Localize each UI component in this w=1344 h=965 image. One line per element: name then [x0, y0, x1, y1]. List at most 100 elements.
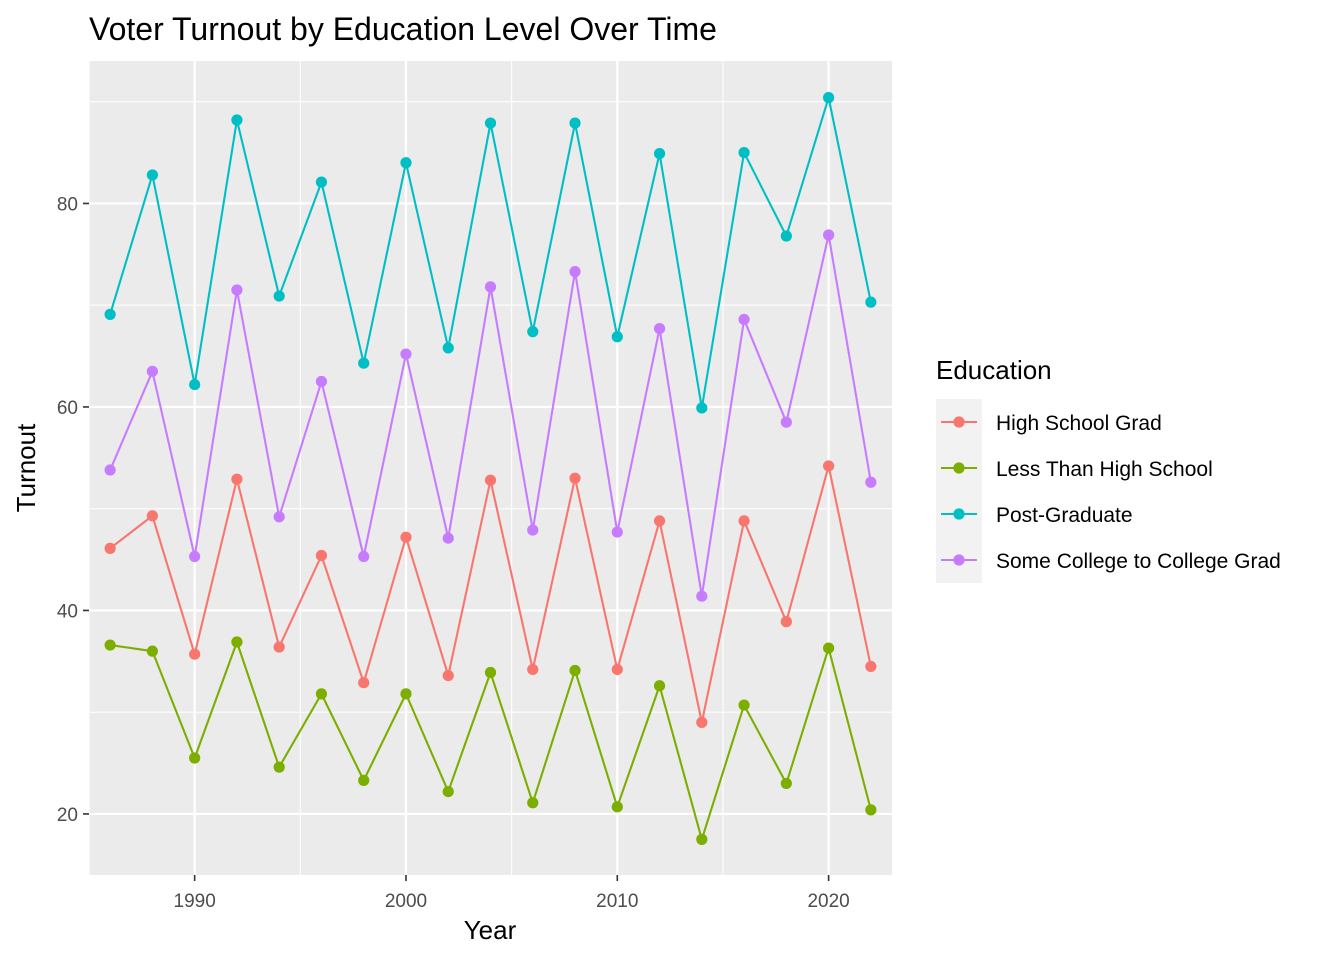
data-point	[653, 147, 666, 160]
data-point	[865, 476, 877, 488]
data-point	[400, 531, 412, 543]
data-point	[823, 460, 835, 472]
data-point	[823, 642, 835, 654]
data-point	[780, 416, 792, 428]
data-point	[442, 669, 454, 682]
data-point	[189, 550, 201, 563]
data-point	[738, 313, 750, 326]
legend-item: Less Than High School	[936, 445, 1213, 491]
data-point	[696, 402, 708, 414]
data-point	[527, 326, 539, 338]
data-point	[146, 169, 158, 181]
y-tick-label: 20	[57, 805, 78, 826]
data-point	[611, 331, 623, 343]
data-point	[146, 645, 158, 657]
data-point	[865, 296, 877, 308]
data-point	[231, 473, 243, 485]
data-point	[653, 680, 666, 692]
data-point	[569, 664, 581, 677]
x-axis-title: Year	[464, 915, 517, 945]
plot-panel	[89, 61, 892, 875]
data-point	[146, 365, 158, 377]
data-point	[696, 590, 708, 602]
data-point	[358, 677, 370, 689]
data-point	[400, 157, 412, 169]
legend-item: Post-Graduate	[936, 491, 1133, 537]
data-point	[273, 641, 285, 653]
data-point	[823, 92, 835, 104]
data-point	[865, 660, 877, 673]
data-point	[315, 688, 328, 700]
legend-key-point	[953, 554, 965, 566]
legend-label: Post-Graduate	[996, 504, 1133, 527]
legend-label: High School Grad	[996, 412, 1162, 435]
legend-key-point	[953, 416, 965, 428]
data-point	[358, 550, 370, 563]
y-tick-label: 80	[57, 194, 78, 215]
y-tick-label: 60	[57, 398, 78, 419]
minor-gridlines	[88, 61, 892, 875]
chart-title: Voter Turnout by Education Level Over Ti…	[89, 11, 717, 47]
data-point	[696, 716, 708, 728]
data-point	[484, 474, 497, 486]
data-point	[611, 663, 623, 676]
data-point	[189, 752, 201, 764]
legend-label: Some College to College Grad	[996, 550, 1281, 573]
data-point	[569, 472, 581, 484]
data-point	[527, 797, 539, 809]
legend-title: Education	[936, 355, 1052, 385]
x-tick-label: 2020	[807, 891, 849, 912]
data-point	[527, 663, 539, 676]
data-point	[231, 284, 243, 296]
series-group	[104, 636, 877, 845]
data-point	[780, 777, 792, 790]
data-point	[484, 117, 497, 129]
data-point	[442, 785, 454, 798]
data-point	[738, 146, 750, 159]
data-point	[189, 378, 201, 391]
series-group	[104, 229, 877, 602]
data-point	[780, 230, 792, 242]
data-point	[484, 666, 497, 679]
y-axis-title: Turnout	[11, 423, 41, 512]
data-point	[442, 342, 454, 354]
data-point	[653, 515, 666, 527]
data-point	[611, 801, 623, 813]
data-point	[273, 511, 285, 523]
data-point	[104, 639, 116, 651]
data-point	[189, 648, 201, 660]
data-point	[653, 323, 666, 335]
axis-ticks	[83, 202, 830, 881]
x-tick-label: 2000	[385, 891, 427, 912]
data-point	[231, 636, 243, 648]
data-point	[315, 176, 328, 188]
data-point	[569, 266, 581, 278]
data-point	[400, 348, 412, 360]
legend-label: Less Than High School	[996, 458, 1213, 481]
data-point	[738, 515, 750, 527]
data-point	[780, 616, 792, 628]
data-point	[442, 532, 454, 544]
x-tick-label: 2010	[596, 891, 638, 912]
series-group	[104, 460, 877, 728]
data-point	[104, 464, 116, 476]
data-point	[823, 229, 835, 241]
data-point	[104, 542, 116, 554]
x-tick-label: 1990	[174, 891, 216, 912]
data-point	[273, 761, 285, 773]
data-point	[104, 308, 116, 320]
series-layer	[104, 92, 877, 845]
data-point	[611, 526, 623, 538]
data-point	[738, 699, 750, 711]
legend-item: High School Grad	[936, 399, 1162, 445]
data-point	[231, 114, 243, 126]
y-tick-label: 40	[57, 601, 78, 622]
data-point	[146, 510, 158, 522]
legend-key-point	[953, 508, 965, 520]
data-point	[358, 774, 370, 786]
data-point	[400, 688, 412, 700]
data-point	[315, 375, 328, 388]
